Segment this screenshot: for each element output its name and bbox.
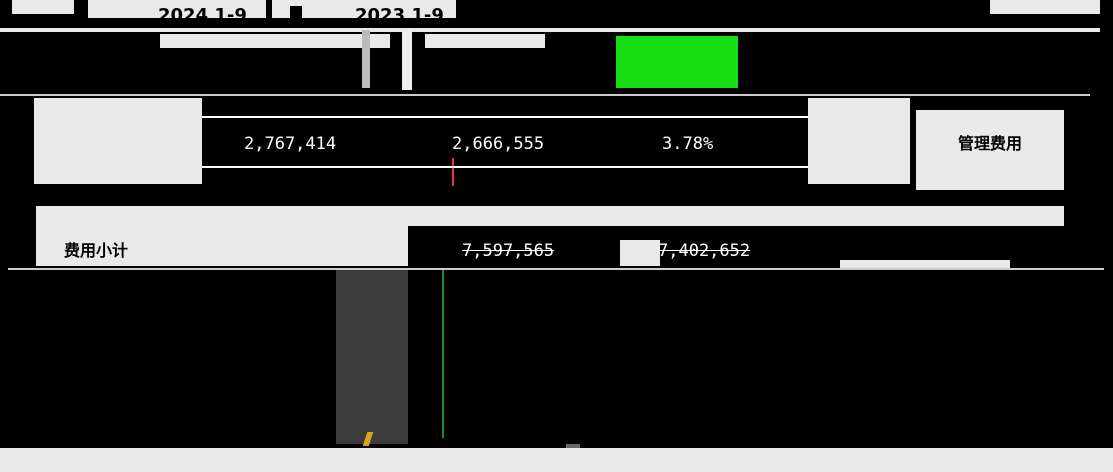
- row-side-label-cell: [916, 110, 1064, 190]
- cursor-mark: [290, 6, 302, 20]
- subtotal-label: 费用小计: [64, 241, 129, 260]
- header-year-2023: 2023 1-9: [355, 5, 444, 26]
- top-band-left: [12, 0, 74, 14]
- table-bottom-rule: [8, 268, 1104, 270]
- data-row-top-rule: [202, 116, 808, 118]
- subtotal-mid-cell: [620, 240, 660, 266]
- row-side-cell: [808, 98, 910, 184]
- subtotal-value-2023: 7,402,652: [658, 241, 751, 261]
- row2-band: [36, 206, 1064, 226]
- row1-value-2023: 2,666,555: [452, 134, 545, 154]
- row1-side-label: 管理费用: [958, 134, 1023, 153]
- top-band-right: [990, 0, 1100, 14]
- subtotal-change: 2.63%: [868, 241, 920, 261]
- col-divider-1: [362, 30, 370, 88]
- lower-panel: [336, 270, 408, 444]
- header-cell-2023: [425, 34, 545, 48]
- row-rule-1: [0, 94, 1090, 96]
- change-header-green: [616, 36, 738, 88]
- header-cell-2024: [160, 34, 390, 48]
- data-row-bottom-rule: [202, 166, 808, 168]
- top-band-2023: [272, 0, 456, 18]
- row1-value-2024: 2,767,414: [244, 134, 337, 154]
- header-year-2024: 2024 1-9: [158, 5, 247, 26]
- header-rule: [0, 28, 1100, 32]
- row-label-cell: [34, 98, 202, 184]
- subtotal-right-cell: [840, 260, 1010, 270]
- status-bar: [0, 448, 1113, 472]
- subtotal-value-2024: 7,597,565: [462, 241, 555, 261]
- subtotal-label-cell: [36, 226, 408, 266]
- lower-guide-line: [442, 270, 444, 438]
- cell-marker: [452, 158, 454, 186]
- scroll-nub: [566, 444, 580, 448]
- row1-change: 3.78%: [662, 134, 714, 154]
- col-divider-2: [402, 30, 412, 90]
- top-band-2024: [88, 0, 266, 18]
